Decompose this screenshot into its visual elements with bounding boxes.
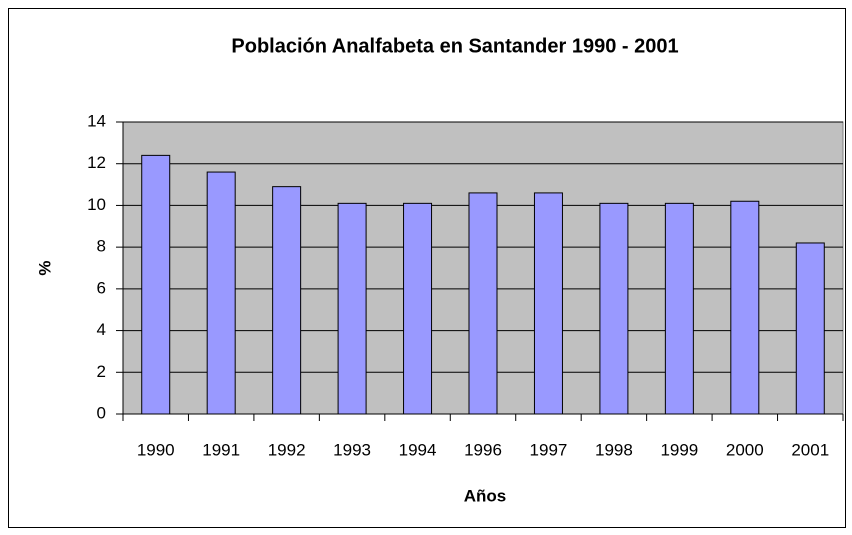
x-tick-label: 1997: [530, 440, 568, 459]
x-tick-label: 1991: [202, 440, 240, 459]
bar: [730, 200, 760, 415]
x-tick-label: 1993: [333, 440, 371, 459]
bar: [664, 202, 694, 415]
bar: [468, 192, 498, 415]
y-tick-label: 2: [97, 362, 106, 381]
y-tick-label: 0: [97, 403, 106, 422]
x-tick-label: 1998: [595, 440, 633, 459]
x-tick-label: 2000: [726, 440, 764, 459]
bar: [141, 154, 171, 415]
x-tick-label: 2001: [791, 440, 829, 459]
y-tick-label: 6: [97, 278, 106, 297]
x-tick-label: 1992: [268, 440, 306, 459]
x-tick-label: 1990: [137, 440, 175, 459]
bar: [599, 202, 629, 415]
bar: [795, 242, 825, 415]
bar: [533, 192, 563, 415]
y-tick-label: 8: [97, 237, 106, 256]
x-tick-label: 1999: [660, 440, 698, 459]
y-tick-label: 4: [97, 320, 106, 339]
x-tick-label: 1996: [464, 440, 502, 459]
x-axis-label: Años: [464, 486, 507, 505]
chart-title: Población Analfabeta en Santander 1990 -…: [231, 35, 678, 57]
y-tick-label: 10: [87, 195, 106, 214]
bar: [206, 171, 236, 415]
y-tick-label: 12: [87, 153, 106, 172]
bar: [403, 202, 433, 415]
bar: [337, 202, 367, 415]
x-tick-label: 1994: [399, 440, 437, 459]
bar: [272, 186, 302, 415]
y-tick-label: 14: [87, 111, 106, 130]
y-axis-label: %: [35, 260, 54, 275]
